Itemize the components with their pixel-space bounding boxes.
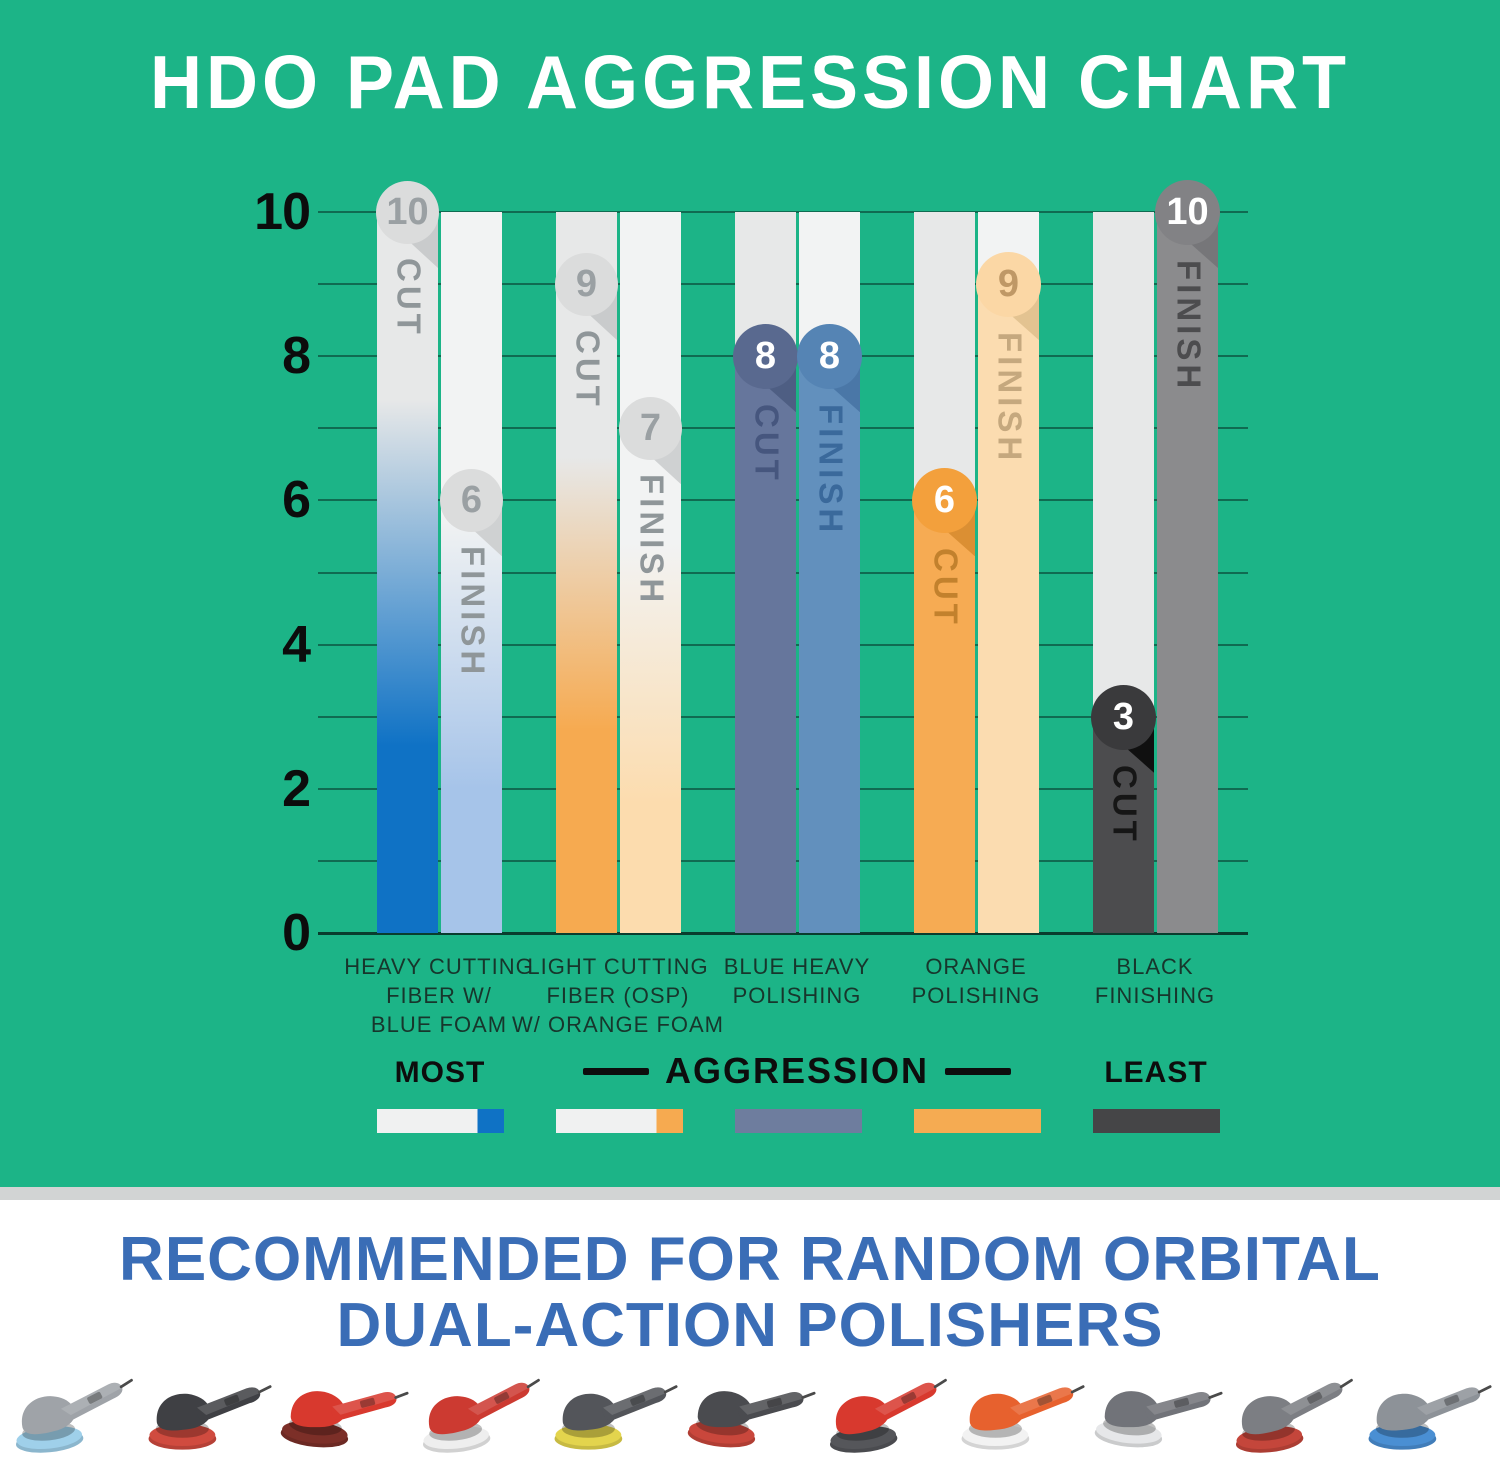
bar-label: FINISH <box>454 546 492 679</box>
finish-bar <box>978 253 1039 933</box>
value-badge: 10 <box>376 181 439 244</box>
finish-bar <box>620 212 681 933</box>
finish-bar <box>799 325 860 933</box>
polisher-icon <box>550 1360 678 1458</box>
polisher-icon <box>1364 1360 1492 1458</box>
x-axis-label-line: HEAVY CUTTING <box>344 954 534 979</box>
legend-swatch <box>735 1109 862 1133</box>
bar-label: CUT <box>569 330 607 410</box>
value-badge: 3 <box>1091 684 1156 750</box>
value-badge: 6 <box>912 468 977 534</box>
legend-aggression-label: AGGRESSION <box>664 1050 930 1091</box>
polisher-icon <box>1093 1360 1223 1458</box>
cut-bar <box>377 212 438 933</box>
bar-label: FINISH <box>633 474 671 607</box>
gridline <box>318 932 1248 935</box>
x-axis-label-line: POLISHING <box>732 983 862 1008</box>
x-axis-label-line: FIBER (OSP) <box>546 983 690 1008</box>
legend-dash-left <box>582 1067 649 1075</box>
value-badge: 8 <box>733 324 798 390</box>
x-axis-label-line: BLACK <box>1116 954 1194 979</box>
legend-swatch <box>1093 1109 1220 1133</box>
x-axis-label-line: W/ ORANGE FOAM <box>512 1012 724 1037</box>
legend-least-label: LEAST <box>1104 1056 1208 1089</box>
bar-label: CUT <box>748 404 786 485</box>
bar-label: CUT <box>927 548 965 629</box>
polisher-icon <box>1228 1360 1356 1458</box>
footer-headline-line1: RECOMMENDED FOR RANDOM ORBITAL <box>119 1225 1381 1294</box>
chart-plot: 10 8 6 4 2 0 10 CUT 6 FINISH HEAVY CUTTING FIBER W/… <box>254 180 1285 1039</box>
y-tick-label: 2 <box>282 759 311 818</box>
y-tick-label: 10 <box>254 183 311 241</box>
cut-bar <box>735 325 796 933</box>
polisher-icon <box>686 1360 816 1458</box>
x-axis-label: LIGHT CUTTING FIBER (OSP) W/ ORANGE FOAM <box>488 952 748 1039</box>
bar-label: FINISH <box>1170 260 1208 393</box>
x-axis-label-line: LIGHT CUTTING <box>527 954 709 979</box>
finish-bar <box>1157 181 1218 933</box>
bar-label: FINISH <box>991 332 1029 465</box>
y-tick-label: 6 <box>282 471 311 530</box>
x-axis-label-line: BLUE HEAVY <box>723 954 871 979</box>
value-badge: 9 <box>555 253 618 317</box>
x-axis-label: ORANGE POLISHING <box>846 952 1106 1010</box>
polisher-icon <box>279 1360 409 1458</box>
x-axis-label: HEAVY CUTTING FIBER W/BLUE FOAM <box>309 952 569 1039</box>
polisher-icon <box>415 1360 543 1458</box>
page-title: HDO PAD AGGRESSION CHART <box>149 41 1351 125</box>
x-axis-label-line: ORANGE <box>925 954 1027 979</box>
x-axis-label-line: FIBER W/ <box>386 983 492 1008</box>
x-axis-label: BLACK FINISHING <box>1025 952 1285 1010</box>
x-axis-label: BLUE HEAVY POLISHING <box>667 952 927 1010</box>
value-badge: 9 <box>976 252 1041 318</box>
bar-label: CUT <box>1106 764 1144 845</box>
divider-strip <box>0 1187 1500 1200</box>
legend-swatch <box>914 1109 1041 1133</box>
value-badge: 6 <box>440 469 503 533</box>
x-axis-label-line: BLUE FOAM <box>370 1012 508 1037</box>
polisher-row <box>8 1350 1492 1458</box>
legend-swatch <box>377 1109 504 1133</box>
x-axis-label-line: POLISHING <box>911 983 1041 1008</box>
y-tick-label: 0 <box>282 904 311 962</box>
value-badge: 10 <box>1155 180 1220 245</box>
polisher-icon <box>8 1360 136 1458</box>
y-tick-label: 8 <box>282 327 311 386</box>
legend-aggression: AGGRESSION <box>582 1050 1012 1092</box>
cut-bar <box>556 212 617 933</box>
legend-most-label: MOST <box>394 1056 486 1089</box>
legend-dash-right <box>945 1067 1012 1075</box>
footer-headline-line2: DUAL-ACTION POLISHERS <box>336 1291 1164 1360</box>
value-badge: 7 <box>619 397 682 461</box>
value-badge: 8 <box>797 324 862 390</box>
polisher-icon <box>144 1360 272 1458</box>
bar-label: CUT <box>390 258 428 338</box>
x-axis-label-line: FINISHING <box>1094 983 1216 1008</box>
polisher-icon <box>957 1360 1085 1458</box>
bar-label: FINISH <box>812 404 850 537</box>
finish-bar <box>441 212 502 933</box>
polisher-icon <box>822 1360 950 1458</box>
legend-swatch <box>556 1109 683 1133</box>
y-tick-label: 4 <box>282 615 311 674</box>
